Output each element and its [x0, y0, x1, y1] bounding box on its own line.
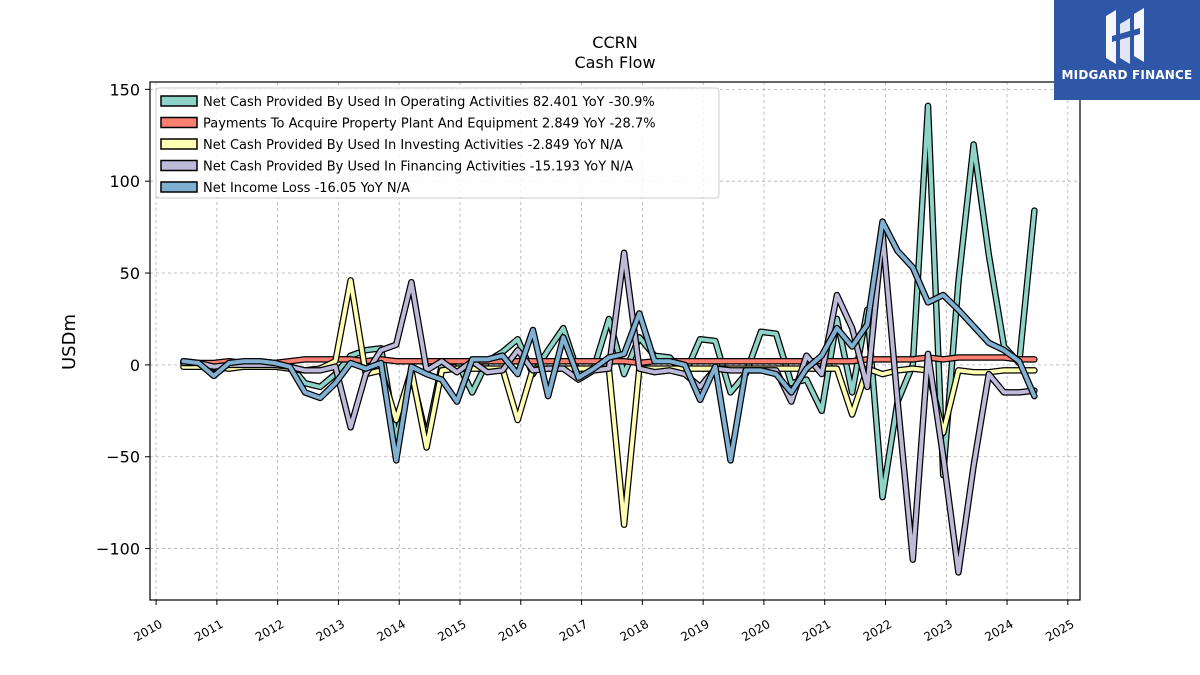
chart-title: CCRN: [592, 33, 637, 52]
y-tick-label: −50: [106, 448, 140, 467]
x-tick-label: 2015: [435, 617, 468, 644]
series-4-line: [181, 230, 1037, 575]
brand-name: MIDGARD FINANCE: [1061, 68, 1193, 82]
x-tick-label: 2025: [1043, 617, 1076, 644]
series-1-group: [180, 102, 1038, 501]
y-tick-label: 0: [130, 356, 140, 375]
x-tick-label: 2014: [374, 617, 407, 644]
series-4-outline: [180, 229, 1038, 576]
brand-logo: MIDGARD FINANCE: [1054, 0, 1200, 100]
y-tick-label: −100: [96, 540, 140, 559]
y-ticks: 150 100 50 0 −50 −100: [96, 80, 150, 559]
x-tick-label: 2024: [982, 617, 1015, 644]
legend-entry-1: Net Cash Provided By Used In Operating A…: [203, 95, 655, 110]
series-layer: [180, 102, 1038, 576]
legend-swatch-1: [160, 95, 198, 107]
x-tick-label: 2019: [678, 617, 711, 644]
series-4-group: [180, 229, 1038, 576]
x-tick-label: 2022: [861, 617, 894, 644]
legend-swatch-5: [160, 181, 198, 193]
series-5-line: [181, 219, 1037, 463]
x-tick-label: 2016: [496, 617, 529, 644]
chart-subtitle: Cash Flow: [574, 53, 655, 72]
legend-box: [155, 87, 720, 199]
x-ticks: 2010 2011 2012 2013 2014 2015 2016 2017 2018 2019…: [131, 600, 1077, 644]
midgard-logo-icon: [1106, 8, 1144, 64]
legend-swatch-2: [160, 116, 198, 129]
legend-swatch-4: [160, 159, 198, 172]
y-tick-label: 150: [109, 80, 140, 99]
x-tick-label: 2021: [800, 617, 833, 644]
x-tick-label: 2010: [131, 617, 164, 644]
legend-entry-3: Net Cash Provided By Used In Investing A…: [203, 138, 623, 153]
x-tick-label: 2013: [314, 617, 347, 644]
y-tick-label: 100: [109, 172, 140, 191]
plot-frame: [149, 81, 1081, 601]
legend-entry-5: Net Income Loss -16.05 YoY N/A: [203, 181, 410, 196]
legend: Net Cash Provided By Used In Operating A…: [155, 87, 720, 199]
series-5-group: [180, 218, 1038, 464]
legend-entry-2: Payments To Acquire Property Plant And E…: [203, 117, 656, 132]
x-tick-label: 2020: [739, 617, 772, 644]
legend-swatch-3: [160, 138, 198, 150]
series-1-line: [181, 103, 1037, 500]
x-tick-label: 2012: [253, 617, 286, 644]
series-5-outline: [180, 218, 1038, 464]
x-tick-label: 2017: [557, 617, 590, 644]
x-tick-label: 2018: [618, 617, 651, 644]
y-tick-label: 50: [120, 264, 140, 283]
x-tick-label: 2011: [192, 617, 225, 644]
y-axis-label: USDm: [59, 314, 80, 370]
x-tick-label: 2023: [922, 617, 955, 644]
legend-entry-4: Net Cash Provided By Used In Financing A…: [203, 160, 633, 175]
